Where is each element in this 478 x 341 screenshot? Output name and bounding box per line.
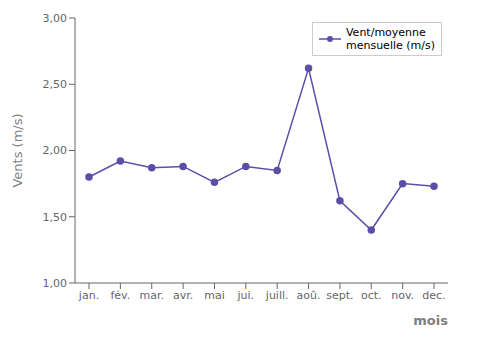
svg-text:nov.: nov. [391, 289, 414, 302]
svg-text:sept.: sept. [326, 289, 353, 302]
svg-text:mar.: mar. [139, 289, 163, 302]
svg-text:aoû.: aoû. [297, 289, 321, 302]
svg-text:1,00: 1,00 [43, 277, 68, 290]
svg-text:mois: mois [413, 313, 448, 328]
svg-text:2,00: 2,00 [43, 144, 68, 157]
svg-text:fév.: fév. [110, 289, 130, 302]
svg-text:mai: mai [204, 289, 225, 302]
html-text:mensuelle (m/s): mensuelle (m/s) [346, 39, 435, 52]
svg-text:dec.: dec. [422, 289, 445, 302]
svg-text:jui.: jui. [237, 289, 255, 302]
svg-text:juill.: juill. [265, 289, 289, 302]
svg-text:oct.: oct. [361, 289, 382, 302]
svg-text:jan.: jan. [78, 289, 99, 302]
html-text:Vent/moyenne: Vent/moyenne [346, 26, 426, 39]
svg-text:2,50: 2,50 [43, 78, 68, 91]
svg-text:1,50: 1,50 [43, 211, 68, 224]
svg-text:3,00: 3,00 [43, 12, 68, 25]
svg-text:avr.: avr. [173, 289, 193, 302]
svg-text:Vents (m/s): Vents (m/s) [10, 113, 25, 187]
